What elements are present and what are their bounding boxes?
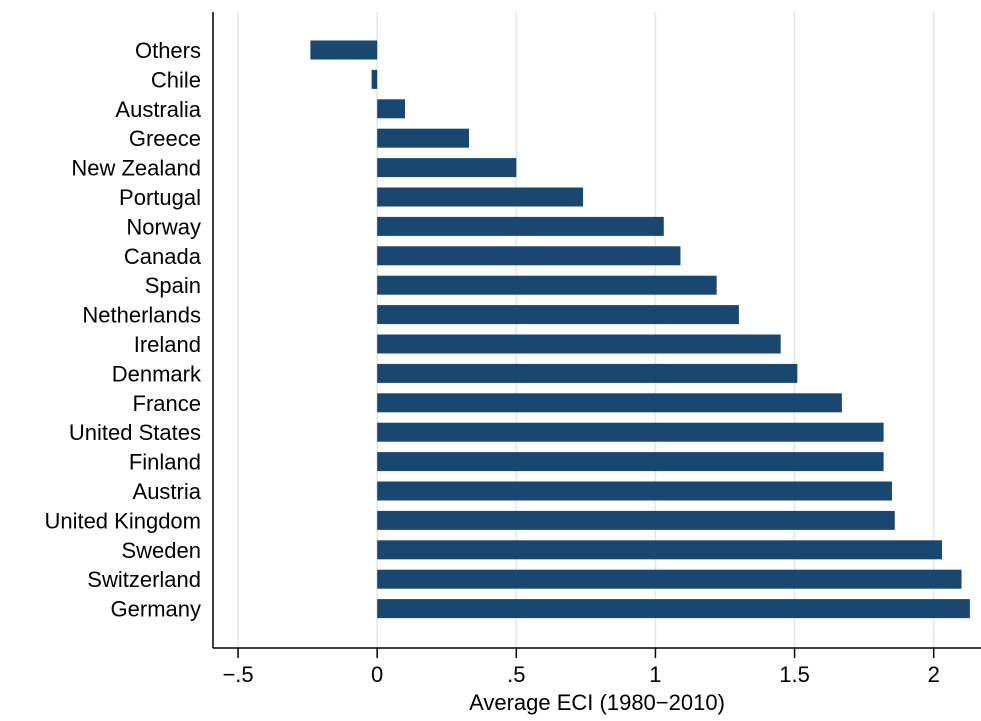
category-label-norway: Norway (126, 214, 201, 239)
category-label-denmark: Denmark (112, 361, 202, 386)
category-label-sweden: Sweden (121, 538, 201, 563)
x-tick-label-4: 1.5 (779, 662, 810, 687)
x-tick-label-3: 1 (649, 662, 661, 687)
category-label-canada: Canada (124, 244, 202, 269)
category-labels: Others Chile Australia Greece New Zealand Por… (44, 38, 202, 622)
category-label-finland: Finland (129, 450, 201, 475)
category-label-australia: Australia (115, 97, 201, 122)
bar-austria (377, 482, 892, 501)
bar-netherlands (377, 305, 739, 324)
bar-denmark (377, 364, 797, 383)
category-label-united-kingdom: United Kingdom (44, 508, 201, 533)
bar-united-states (377, 423, 883, 442)
bar-sweden (377, 540, 942, 559)
bar-united-kingdom (377, 511, 895, 530)
bar-switzerland (377, 570, 961, 589)
category-label-chile: Chile (151, 67, 201, 92)
x-axis-ticks: −.5 0 .5 1 1.5 2 (222, 648, 939, 687)
bar-chile (372, 70, 378, 89)
bar-layer (310, 41, 969, 619)
bar-spain (377, 276, 716, 295)
bar-australia (377, 99, 405, 118)
bar-others (310, 41, 377, 60)
bar-germany (377, 599, 970, 618)
bar-canada (377, 246, 680, 265)
bar-new-zealand (377, 158, 516, 177)
category-label-greece: Greece (129, 126, 201, 151)
x-tick-label-2: .5 (507, 662, 525, 687)
category-label-austria: Austria (133, 479, 202, 504)
bar-france (377, 393, 842, 412)
category-label-others: Others (135, 38, 201, 63)
category-label-switzerland: Switzerland (87, 567, 201, 592)
bar-portugal (377, 188, 583, 207)
x-axis-title: Average ECI (1980−2010) (469, 690, 725, 715)
category-label-portugal: Portugal (119, 185, 201, 210)
bar-ireland (377, 335, 780, 354)
x-tick-label-1: 0 (371, 662, 383, 687)
bar-norway (377, 217, 664, 236)
category-label-united-states: United States (69, 420, 201, 445)
x-tick-label-0: −.5 (222, 662, 253, 687)
category-label-france: France (133, 391, 201, 416)
bar-greece (377, 129, 469, 148)
x-tick-label-5: 2 (928, 662, 940, 687)
bar-finland (377, 452, 883, 471)
category-label-netherlands: Netherlands (82, 303, 201, 328)
category-label-spain: Spain (145, 273, 201, 298)
category-label-new-zealand: New Zealand (71, 156, 201, 181)
category-label-ireland: Ireland (134, 332, 201, 357)
category-label-germany: Germany (111, 597, 201, 622)
